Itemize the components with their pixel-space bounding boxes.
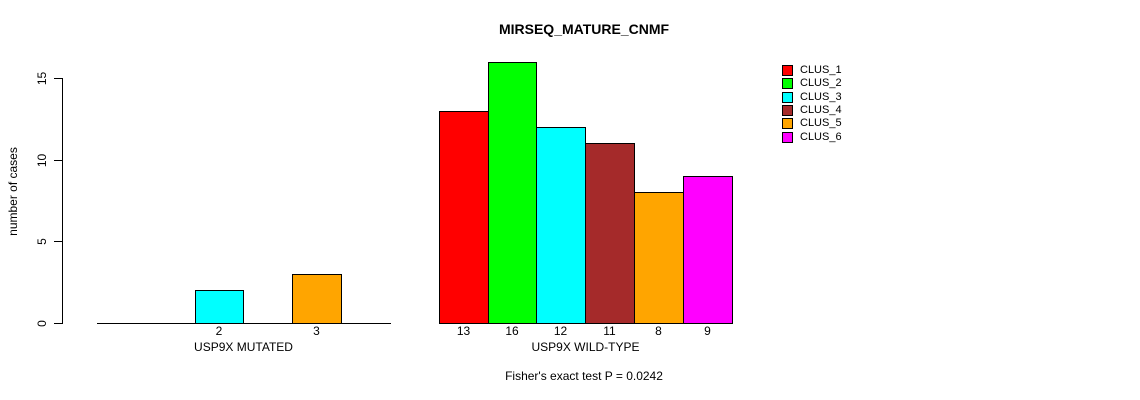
y-tick-label: 15 bbox=[34, 71, 49, 85]
bar-clus_3 bbox=[195, 290, 244, 324]
legend-item: CLUS_5 bbox=[782, 117, 842, 129]
legend-item: CLUS_4 bbox=[782, 104, 842, 116]
fisher-test-annotation: Fisher's exact test P = 0.0242 bbox=[505, 369, 663, 383]
y-axis-tick bbox=[54, 160, 62, 161]
y-tick-label: 0 bbox=[34, 319, 49, 327]
legend-label: CLUS_6 bbox=[800, 130, 842, 143]
group-baseline bbox=[97, 323, 391, 324]
bar-clus_6 bbox=[683, 176, 733, 324]
legend-swatch bbox=[782, 91, 793, 103]
legend-item: CLUS_6 bbox=[782, 131, 842, 143]
bar-count-label: 3 bbox=[313, 324, 320, 338]
legend-label: CLUS_2 bbox=[800, 76, 842, 89]
bar-clus_4 bbox=[585, 143, 635, 324]
bar-count-label: 11 bbox=[603, 324, 616, 338]
group-label: USP9X WILD-TYPE bbox=[531, 340, 640, 354]
legend-label: CLUS_5 bbox=[800, 116, 842, 129]
legend-label: CLUS_4 bbox=[800, 103, 842, 116]
y-axis-tick bbox=[54, 241, 62, 242]
bar-count-label: 13 bbox=[456, 324, 471, 338]
legend-item: CLUS_3 bbox=[782, 91, 842, 103]
chart-title: MIRSEQ_MATURE_CNMF bbox=[498, 21, 670, 37]
legend-swatch bbox=[782, 117, 793, 129]
legend-swatch bbox=[782, 131, 793, 143]
legend-label: CLUS_1 bbox=[800, 63, 842, 76]
y-tick-label: 10 bbox=[34, 153, 49, 167]
group-label: USP9X MUTATED bbox=[194, 340, 293, 354]
legend-swatch bbox=[782, 64, 793, 76]
y-axis-tick bbox=[54, 323, 62, 324]
bar-clus_5 bbox=[634, 192, 684, 324]
legend-item: CLUS_2 bbox=[782, 77, 842, 89]
bar-count-label: 16 bbox=[505, 324, 519, 338]
y-axis-tick bbox=[54, 78, 62, 79]
bar-clus_1 bbox=[439, 111, 489, 324]
y-tick-label: 5 bbox=[34, 237, 49, 245]
bar-count-label: 2 bbox=[215, 324, 223, 338]
bar-clus_2 bbox=[488, 62, 537, 324]
legend-swatch bbox=[782, 104, 793, 116]
bar-count-label: 12 bbox=[553, 324, 568, 338]
y-axis-label: number of cases bbox=[5, 146, 20, 236]
bar-count-label: 9 bbox=[704, 324, 711, 338]
bar-clus_3 bbox=[536, 127, 586, 324]
legend-swatch bbox=[782, 77, 793, 89]
legend-label: CLUS_3 bbox=[800, 90, 842, 103]
y-axis-line bbox=[62, 78, 63, 324]
bar-count-label: 8 bbox=[655, 324, 662, 338]
bar-clus_5 bbox=[292, 274, 342, 324]
legend-item: CLUS_1 bbox=[782, 64, 842, 76]
